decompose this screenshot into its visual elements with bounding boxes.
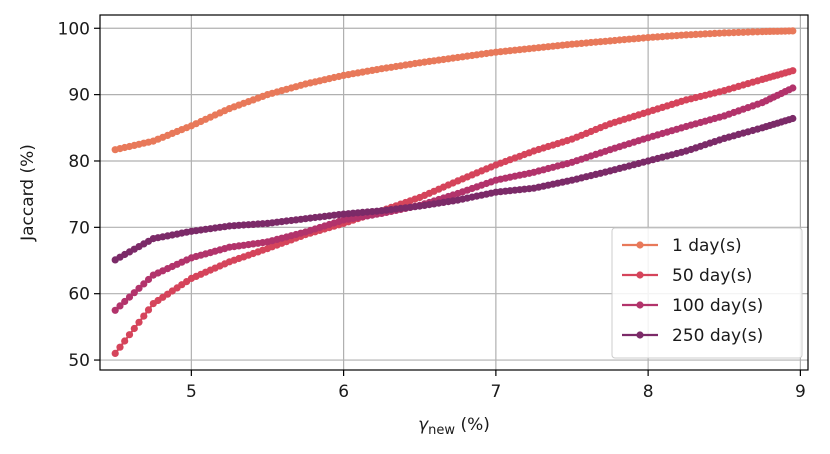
series-point — [121, 297, 129, 306]
series-point — [140, 280, 148, 288]
legend-swatch-marker — [636, 271, 644, 279]
legend-items: 1 day(s) 50 day(s) 100 day(s) 250 day(s) — [622, 236, 763, 346]
y-tick-label: 50 — [68, 351, 90, 371]
legend-label: 1 day(s) — [672, 236, 742, 256]
y-axis-label: Jaccard (%) — [18, 144, 38, 242]
legend-entry: 50 day(s) — [622, 266, 752, 286]
x-tick-label: 9 — [795, 382, 806, 402]
legend-entry: 1 day(s) — [622, 236, 742, 256]
y-tick-label: 70 — [68, 218, 90, 238]
legend-label: 100 day(s) — [672, 296, 763, 316]
grid-lines — [100, 15, 808, 370]
series-point — [140, 312, 148, 320]
legend-swatch-marker — [636, 241, 644, 249]
series-point — [130, 289, 138, 297]
legend-box — [611, 227, 803, 359]
series-point — [144, 306, 153, 314]
legend-entry: 100 day(s) — [622, 296, 763, 316]
series-point — [130, 324, 138, 333]
series-point — [789, 114, 797, 123]
series-100-day-s- — [111, 84, 797, 314]
x-tick-label: 5 — [186, 382, 197, 402]
legend-swatch-marker — [636, 331, 644, 339]
x-axis-label-symbol: γ — [418, 415, 429, 435]
series-point — [135, 318, 143, 326]
x-axis-label: γnew (%) — [418, 415, 490, 438]
series-point — [116, 343, 124, 351]
series-point — [125, 331, 134, 339]
series-1-day-s- — [111, 27, 797, 154]
series-point — [116, 302, 124, 310]
legend: 1 day(s) 50 day(s) 100 day(s) 250 day(s) — [611, 227, 803, 359]
legend-label: 250 day(s) — [672, 326, 763, 346]
series-point — [789, 27, 797, 35]
legend-label: 50 day(s) — [672, 266, 752, 286]
x-tick-label: 8 — [643, 382, 654, 402]
series-point — [789, 84, 797, 92]
series-point — [111, 349, 119, 357]
axis-ticks: 5 6 7 8 9 50 60 70 80 90 100 — [58, 19, 806, 402]
series-point — [121, 337, 129, 345]
series-layer — [111, 27, 797, 357]
plot-frame — [99, 14, 809, 371]
legend-swatch-marker — [636, 301, 644, 309]
series-250-day-s- — [111, 114, 797, 264]
y-tick-label: 60 — [68, 285, 90, 305]
series-point — [125, 293, 134, 301]
x-tick-label: 7 — [490, 382, 501, 402]
y-tick-label: 90 — [68, 86, 90, 106]
series-point — [789, 67, 797, 75]
series-point — [144, 275, 153, 284]
y-tick-label: 80 — [68, 152, 90, 172]
x-tick-label: 6 — [338, 382, 349, 402]
legend-entry: 250 day(s) — [622, 326, 763, 346]
series-50-day-s- — [111, 67, 797, 357]
series-point — [111, 306, 119, 314]
series-line — [114, 29, 793, 151]
y-tick-label: 100 — [58, 19, 90, 39]
x-axis-label-unit: (%) — [455, 415, 490, 435]
series-point — [135, 284, 143, 292]
x-axis-label-subscript: new — [428, 423, 455, 438]
